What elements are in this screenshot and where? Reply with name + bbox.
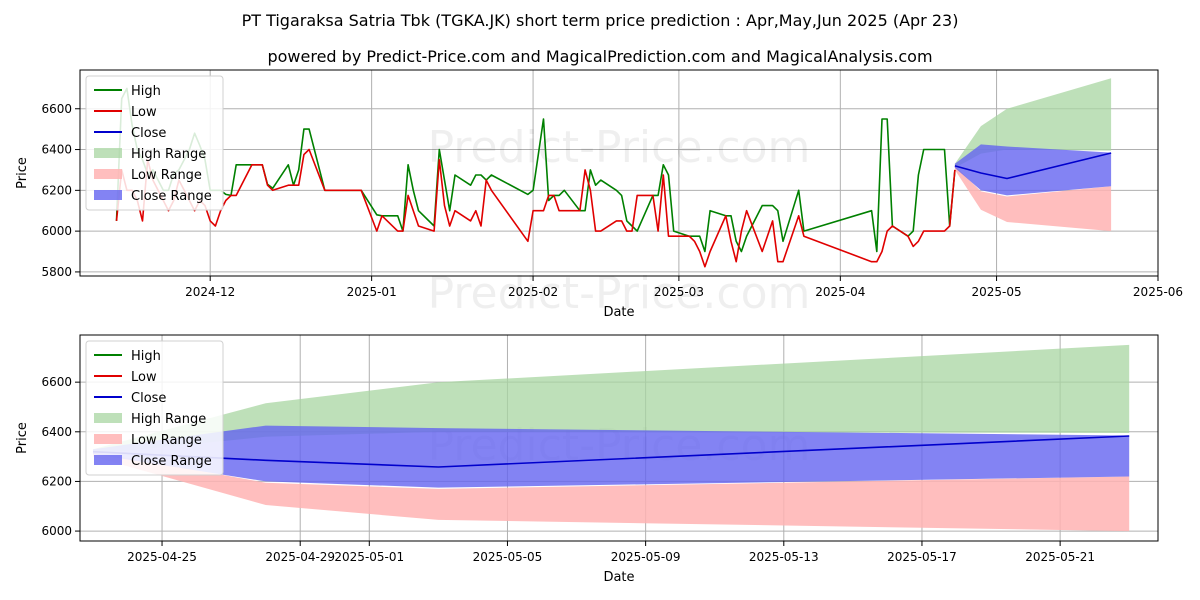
y-tick-label: 5800: [41, 265, 72, 279]
history-panel: 2024-12 2025-01 2025-02 2025-03 2025-04 2025-…: [15, 69, 1183, 320]
forecast-panel: 2025-04-25 2025-04-29 2025-05-01 2025-05-05…: [15, 334, 1159, 585]
legend-entry-label: Low: [131, 105, 157, 120]
legend-entry-label: Close: [131, 126, 166, 141]
x-tick-label: 2025-05-09: [611, 550, 681, 564]
x-tick-label: 2025-05-17: [887, 550, 957, 564]
axes-frame: [79, 334, 1159, 542]
legend: High Low Close High Range Low Range Close Ran…: [85, 75, 224, 211]
legend-entry-label: High: [131, 84, 161, 99]
x-tick-label: 2025-01: [347, 285, 397, 299]
chart-title: PT Tigaraksa Satria Tbk (TGKA.JK) short …: [242, 11, 959, 30]
legend-entry-label: High Range: [131, 147, 206, 162]
x-tick-label: 2025-05: [971, 285, 1021, 299]
legend-entry-label: Low: [131, 370, 157, 385]
legend-entry-label: High: [131, 349, 161, 364]
plot-area: [92, 344, 1130, 532]
legend-swatch: [94, 190, 122, 200]
close-range-band: [93, 425, 1130, 488]
y-tick-label: 6600: [41, 375, 72, 389]
legend-swatch: [94, 169, 122, 179]
plot-area: [115, 78, 1112, 268]
x-tick-label: 2025-03: [654, 285, 704, 299]
chart-subtitle: powered by Predict-Price.com and Magical…: [267, 47, 932, 66]
y-tick-label: 6600: [41, 102, 72, 116]
x-tick-label: 2025-04: [815, 285, 865, 299]
legend-entry-label: Close Range: [131, 189, 212, 204]
legend-swatch: [94, 148, 122, 158]
legend-entry-label: Low Range: [131, 168, 202, 183]
x-tick-label: 2025-05-01: [334, 550, 404, 564]
x-tick-label: 2025-05-21: [1025, 550, 1095, 564]
y-tick-label: 6200: [41, 183, 72, 197]
low-range-band: [93, 451, 1130, 532]
low-series-line: [115, 148, 956, 268]
legend-entry-label: Close: [131, 391, 166, 406]
legend-swatch: [94, 413, 122, 423]
y-tick-label: 6200: [41, 474, 72, 488]
legend-entry-label: Close Range: [131, 454, 212, 469]
legend: High Low Close High Range Low Range Close Ran…: [85, 340, 224, 476]
close-series-line: [954, 152, 1112, 180]
x-tick-label: 2025-05-13: [749, 550, 819, 564]
high-series-line: [115, 87, 956, 253]
x-tick-label: 2025-02: [508, 285, 558, 299]
y-tick-label: 6000: [41, 524, 72, 538]
y-axis-label: Price: [15, 157, 30, 189]
x-axis-label: Date: [603, 305, 634, 320]
x-tick-label: 2025-06: [1133, 285, 1183, 299]
high-range-band: [93, 344, 1130, 455]
y-axis-label: Price: [15, 422, 30, 454]
watermark-text: Predict-Price.com: [428, 122, 811, 173]
axes-frame: [79, 69, 1159, 277]
legend-swatch: [94, 434, 122, 444]
y-tick-label: 6400: [41, 143, 72, 157]
y-tick-label: 6400: [41, 425, 72, 439]
legend-entry-label: Low Range: [131, 433, 202, 448]
x-axis-label: Date: [603, 570, 634, 585]
legend-entry-label: High Range: [131, 412, 206, 427]
x-tick-label: 2024-12: [185, 285, 235, 299]
legend-swatch: [94, 455, 122, 465]
y-tick-label: 6000: [41, 224, 72, 238]
x-tick-label: 2025-04-25: [127, 550, 197, 564]
x-tick-label: 2025-04-29: [265, 550, 335, 564]
x-tick-label: 2025-05-05: [473, 550, 543, 564]
low-range-band: [954, 165, 1112, 232]
close-range-band: [954, 144, 1112, 196]
